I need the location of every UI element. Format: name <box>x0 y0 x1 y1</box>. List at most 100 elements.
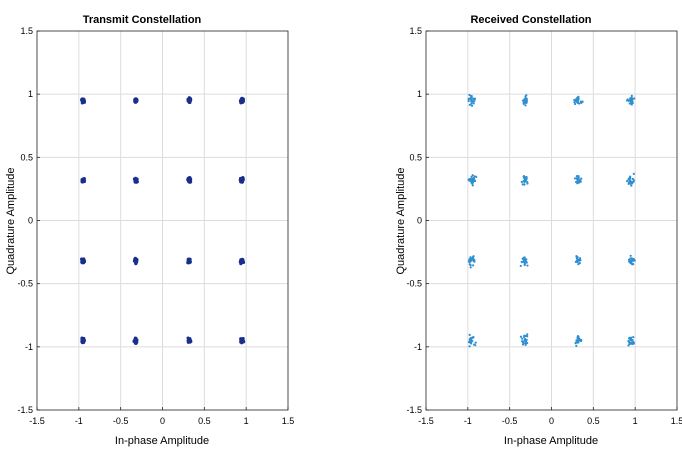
y-tick-label: 0.5 <box>409 152 422 162</box>
x-axis-label: In-phase Amplitude <box>504 435 598 447</box>
y-tick-label: -1 <box>25 342 33 352</box>
data-point <box>472 255 475 258</box>
data-point <box>470 340 473 343</box>
data-point <box>469 180 472 183</box>
data-point <box>519 264 522 268</box>
data-point <box>524 337 527 341</box>
data-point <box>525 101 528 104</box>
data-point <box>630 184 633 187</box>
data-point <box>576 101 579 104</box>
y-tick-label: -1 <box>414 342 422 352</box>
data-point <box>472 335 475 339</box>
data-points <box>467 93 636 348</box>
data-point <box>575 175 578 178</box>
x-tick-label: -1.5 <box>29 416 45 426</box>
y-tick-label: -0.5 <box>17 279 33 289</box>
data-point <box>470 100 473 103</box>
data-point <box>520 180 523 184</box>
data-point <box>629 259 633 262</box>
x-tick-label: 1.5 <box>282 416 295 426</box>
data-point <box>471 181 474 184</box>
data-point <box>630 94 633 97</box>
y-axis-label: Quadrature Amplitude <box>395 167 407 274</box>
data-point <box>82 179 87 184</box>
data-point <box>526 264 529 267</box>
y-tick-label: -1.5 <box>17 405 33 415</box>
data-point <box>573 98 576 102</box>
data-point <box>578 257 582 260</box>
data-point <box>523 261 526 265</box>
data-point <box>573 177 577 180</box>
data-point <box>468 345 471 348</box>
data-point <box>467 178 470 181</box>
y-tick-label: 1.5 <box>409 26 422 36</box>
data-point <box>133 99 137 103</box>
data-point <box>186 99 190 103</box>
data-point <box>520 260 523 264</box>
x-axis-label: In-phase Amplitude <box>115 435 209 447</box>
data-point <box>629 254 632 257</box>
transmit-constellation-panel: Transmit Constellation In-phase Amplitud… <box>5 14 294 447</box>
data-point <box>577 181 580 184</box>
data-point <box>82 258 86 263</box>
data-point <box>576 256 579 259</box>
x-tick-label: 0.5 <box>587 416 600 426</box>
y-tick-label: 1.5 <box>20 26 33 36</box>
data-point <box>467 259 471 262</box>
data-point <box>525 338 528 342</box>
data-point <box>525 177 528 180</box>
data-point <box>187 336 191 341</box>
x-tick-label: 1 <box>244 416 249 426</box>
data-point <box>630 102 633 105</box>
data-point <box>469 342 473 345</box>
data-point <box>627 177 630 180</box>
data-point <box>240 259 245 263</box>
chart-title: Received Constellation <box>470 14 591 26</box>
data-point <box>525 97 528 100</box>
data-point <box>468 333 471 336</box>
data-point <box>630 96 633 99</box>
data-point <box>576 179 579 183</box>
data-point <box>475 175 478 178</box>
y-tick-label: -0.5 <box>406 279 422 289</box>
data-point <box>632 172 635 175</box>
data-point <box>579 180 582 183</box>
x-tick-label: -1 <box>75 416 83 426</box>
chart-title: Transmit Constellation <box>83 14 202 26</box>
data-point <box>523 100 526 103</box>
data-point <box>472 264 475 267</box>
data-point <box>578 338 581 341</box>
data-point <box>523 256 526 259</box>
data-point <box>472 178 475 181</box>
data-point <box>630 257 633 260</box>
data-point <box>576 257 579 261</box>
data-point <box>526 335 529 338</box>
data-point <box>471 100 475 103</box>
data-point <box>240 339 245 344</box>
data-point <box>526 333 529 336</box>
data-point <box>633 259 636 262</box>
data-point <box>577 95 580 99</box>
data-point <box>468 338 472 342</box>
data-point <box>521 340 525 344</box>
data-point <box>577 178 580 181</box>
data-point <box>474 179 477 183</box>
data-point <box>523 334 526 337</box>
data-point <box>525 94 528 97</box>
data-point <box>575 344 578 347</box>
data-point <box>472 259 476 262</box>
data-point <box>472 102 475 105</box>
data-point <box>630 262 633 265</box>
y-tick-label: -1.5 <box>406 405 422 415</box>
data-point <box>573 102 577 106</box>
x-tick-label: -0.5 <box>113 416 129 426</box>
x-tick-label: 1 <box>633 416 638 426</box>
x-tick-label: -1 <box>464 416 472 426</box>
data-point <box>472 176 475 180</box>
data-point <box>581 100 584 104</box>
data-point <box>468 258 471 261</box>
data-point <box>239 177 243 181</box>
data-point <box>629 337 632 340</box>
data-point <box>522 175 525 178</box>
y-tick-label: 0 <box>417 216 422 226</box>
